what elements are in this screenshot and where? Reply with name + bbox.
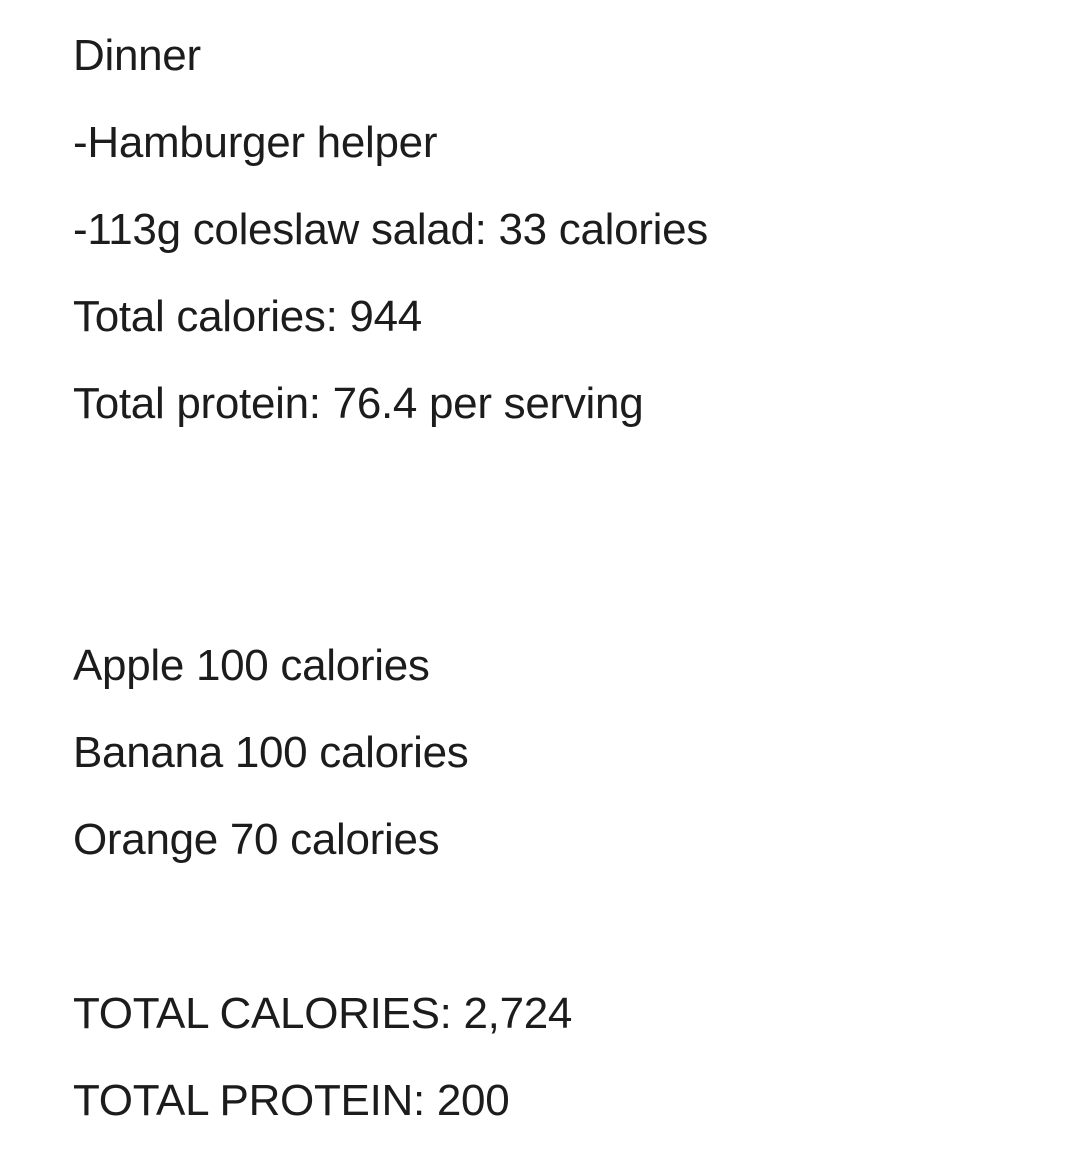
note-line: Orange 70 calories [73, 815, 440, 864]
section-heading-dinner: Dinner [73, 31, 201, 80]
total-protein: TOTAL PROTEIN: 200 [73, 1076, 510, 1125]
total-calories: TOTAL CALORIES: 2,724 [73, 989, 573, 1038]
note-line: Apple 100 calories [73, 641, 430, 690]
note-line: Banana 100 calories [73, 728, 469, 777]
note-line: -Hamburger helper [73, 118, 438, 167]
note-line: Total calories: 944 [73, 292, 422, 341]
note-line: -113g coleslaw salad: 33 calories [73, 205, 708, 254]
note-line: Total protein: 76.4 per serving [73, 379, 644, 428]
